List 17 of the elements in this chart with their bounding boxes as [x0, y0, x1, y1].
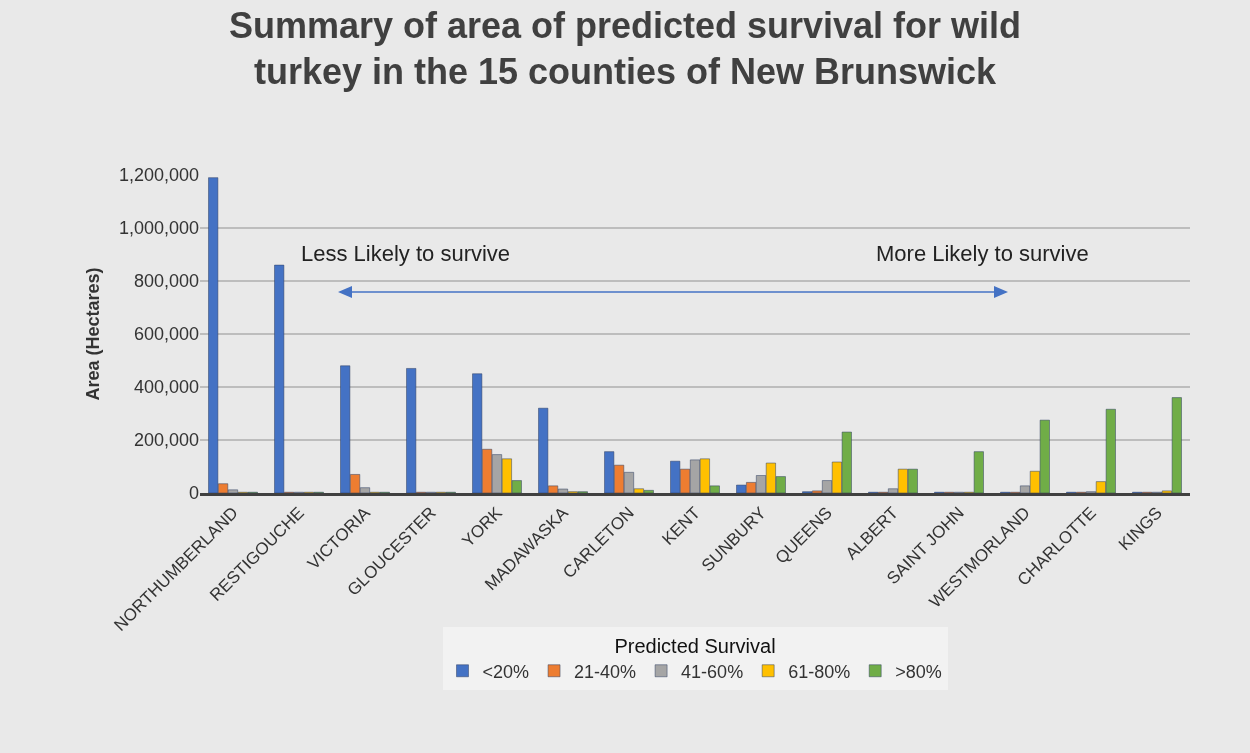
y-tick-label: 800,000 [133, 271, 199, 292]
y-tick-label: 1,200,000 [118, 165, 199, 186]
legend-label: 21-40% [574, 661, 637, 682]
annotation: Less Likely to survive [301, 241, 511, 266]
annotation: More Likely to survive [876, 241, 1089, 266]
legend-label: 61-80% [788, 661, 851, 682]
y-tick-label: 0 [188, 483, 199, 504]
legend-label: 41-60% [681, 661, 744, 682]
y-tick-label: 400,000 [133, 377, 199, 398]
y-axis-title: Area (Hectares) [83, 267, 104, 401]
legend-title: Predicted Survival [614, 634, 776, 657]
y-tick-label: 1,000,000 [118, 218, 199, 239]
y-tick-label: 600,000 [133, 324, 199, 345]
chart-title: Summary of area of predicted survival for wild turkey in the 15 counties of New Brunswick [228, 4, 1022, 93]
legend-label: >80% [895, 661, 942, 682]
legend-label: <20% [482, 661, 530, 682]
y-tick-label: 200,000 [133, 430, 199, 451]
